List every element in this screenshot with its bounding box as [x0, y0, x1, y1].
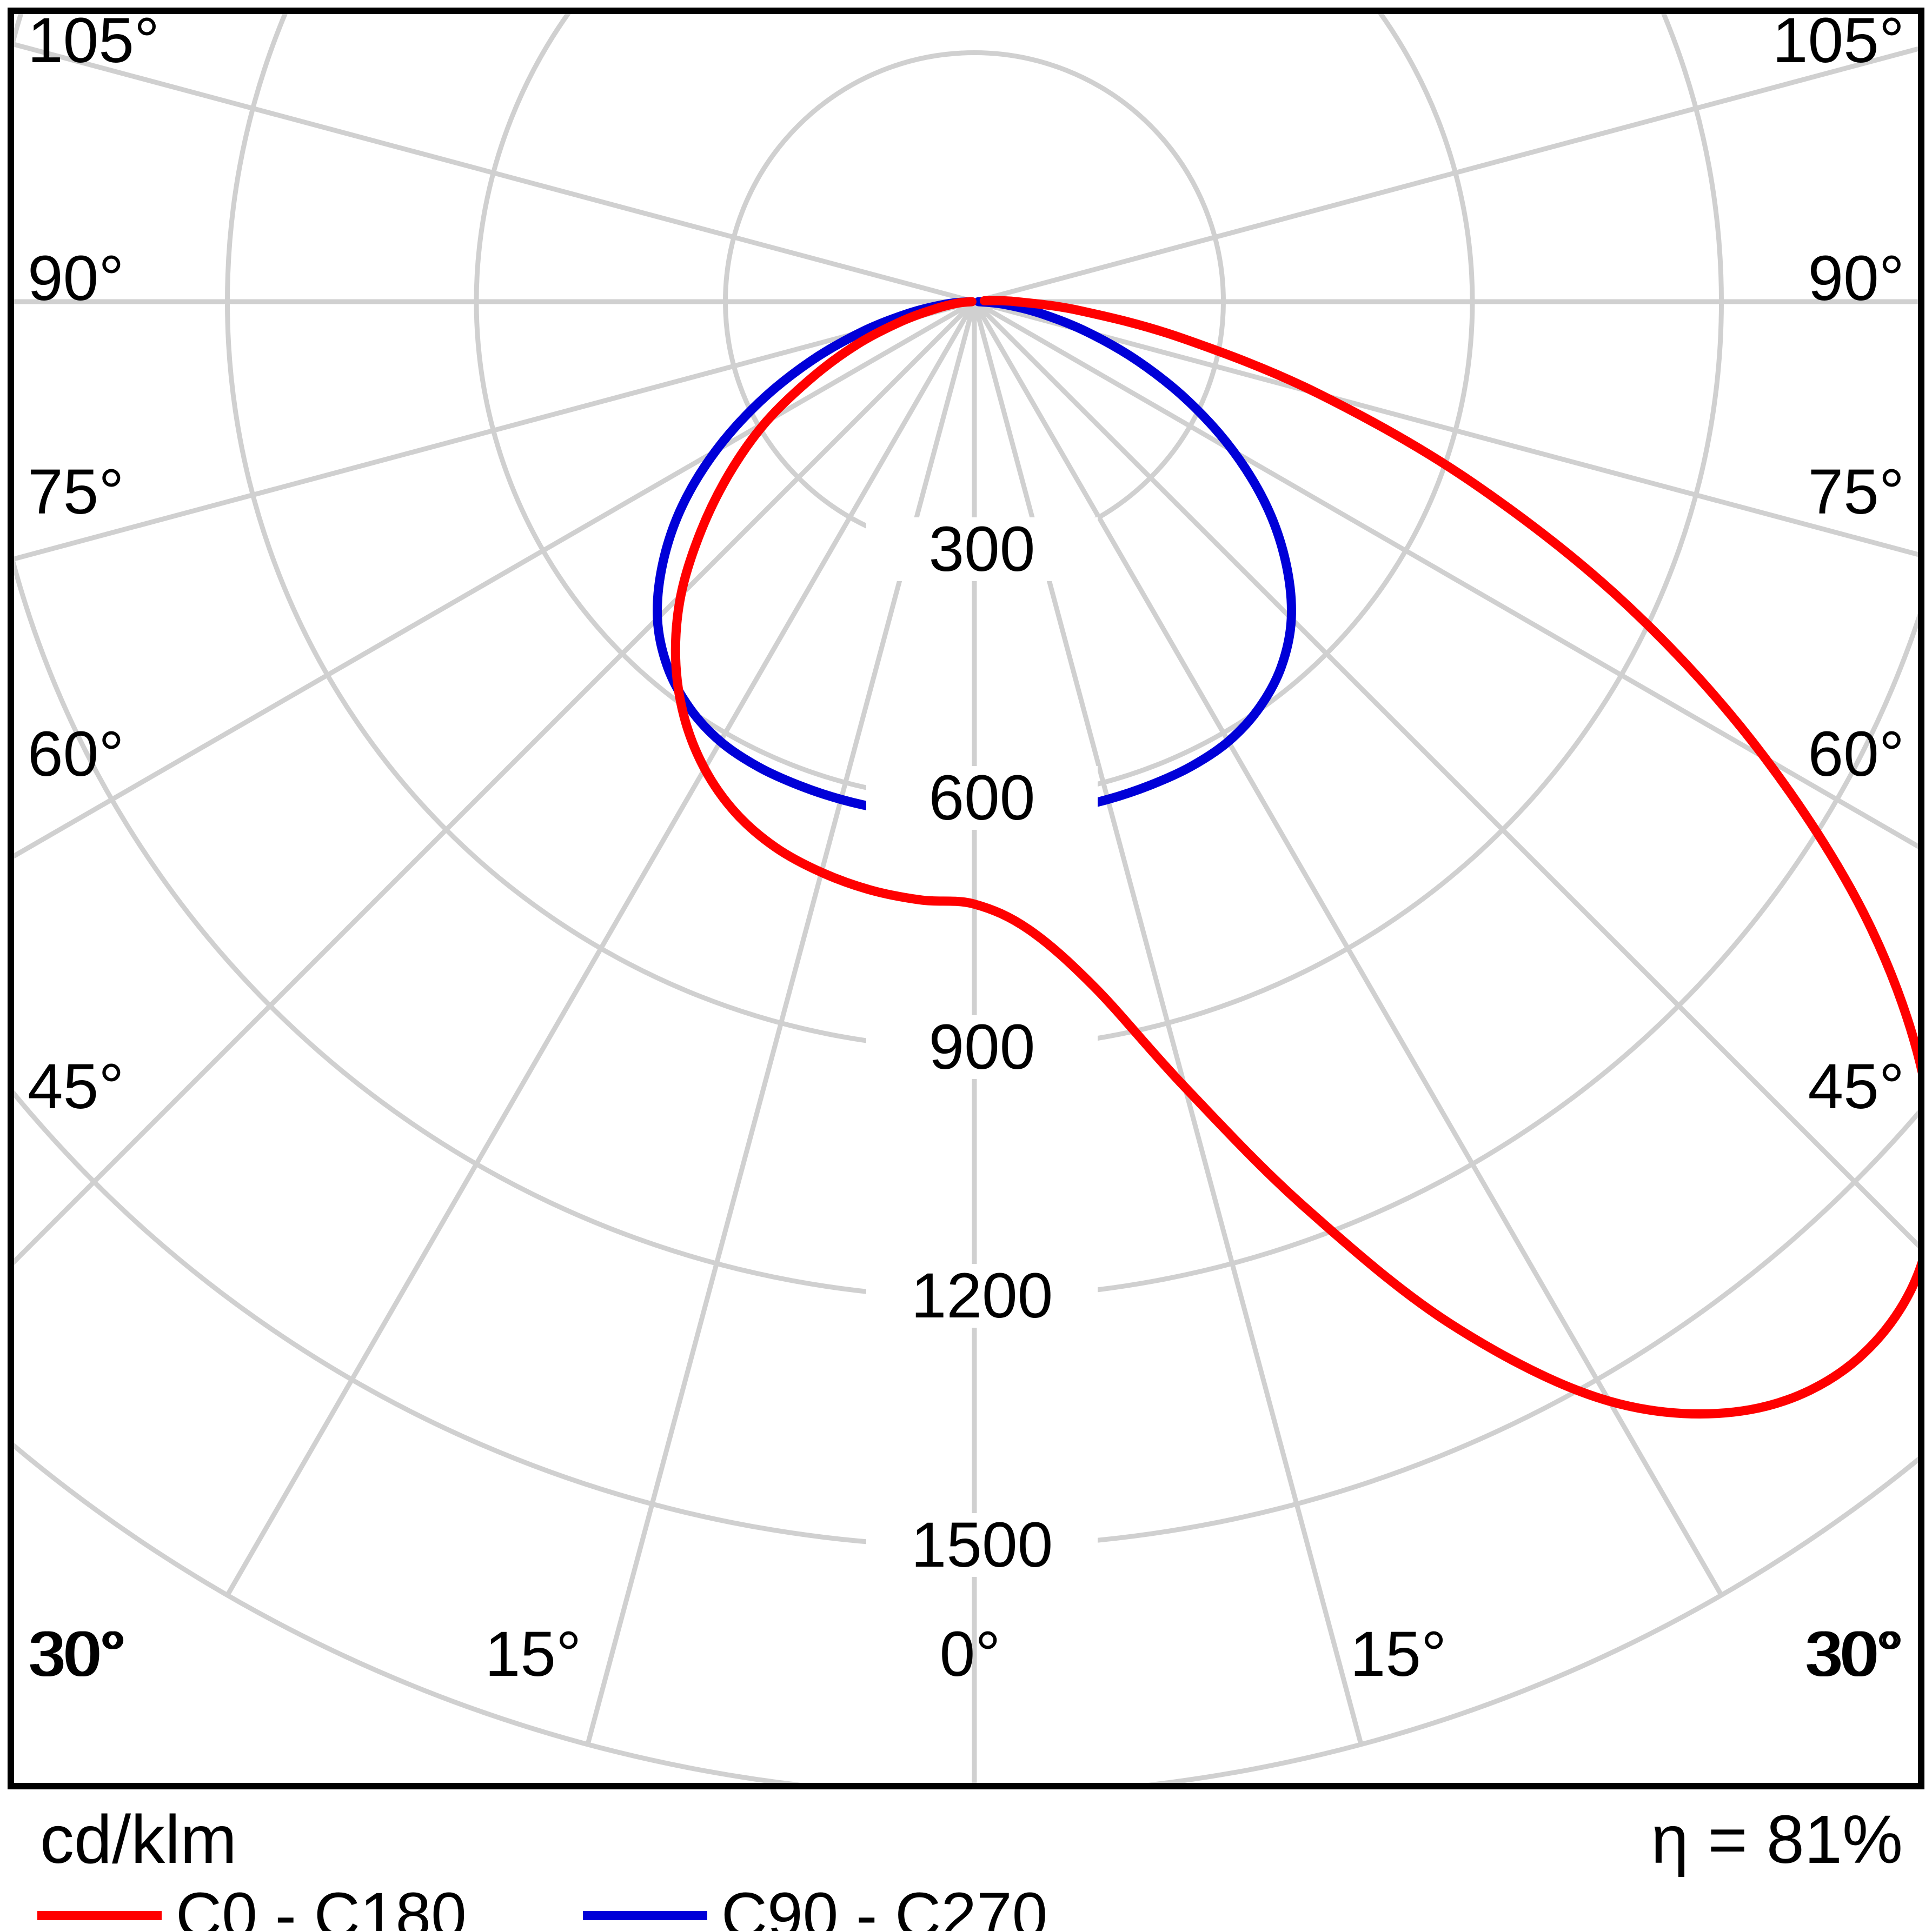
legend-item-c90-c270[interactable]: C90 - C270: [582, 1879, 1048, 1931]
legend-row: C0 - C180 C90 - C270: [37, 1879, 1047, 1931]
efficiency-label: η = 81%: [1651, 1801, 1903, 1877]
legend-label-c90-c270: C90 - C270: [721, 1880, 1048, 1931]
angle-label-bottom-15-left: 15°: [484, 1619, 582, 1690]
angle-label-left-90: 90°: [28, 243, 124, 314]
angle-label-bottom-0: 0°: [939, 1619, 1001, 1690]
angle-label-left-60: 60°: [28, 718, 124, 790]
series-curve-c0-c180: [670, 296, 1918, 1419]
radial-tick-label-300: 300: [866, 517, 1098, 581]
angle-label-bottom-30-right: 30°: [1804, 1619, 1901, 1690]
radial-tick-label-1500: 1500: [866, 1513, 1098, 1577]
unit-label: cd/klm: [40, 1801, 237, 1877]
angle-label-left-75: 75°: [28, 456, 124, 528]
legend-label-c0-c180: C0 - C180: [176, 1880, 467, 1931]
angle-label-right-105: 105°: [1772, 8, 1904, 76]
angle-label-left-30: 30°: [28, 1619, 124, 1690]
angle-label-left-105: 105°: [28, 8, 160, 76]
angle-label-right-90: 90°: [1808, 243, 1904, 314]
legend-area: cd/klm η = 81% C0 - C180 C90 - C270: [8, 1795, 1924, 1931]
radial-tick-label-1200: 1200: [866, 1264, 1098, 1328]
legend-swatch-blue-icon: [582, 1910, 707, 1920]
legend-item-c0-c180[interactable]: C0 - C180: [37, 1879, 467, 1931]
angle-label-right-75: 75°: [1808, 456, 1904, 528]
angle-label-right-30: 30°: [1808, 1619, 1904, 1690]
legend-swatch-red-icon: [37, 1910, 162, 1920]
angle-label-right-60: 60°: [1808, 718, 1904, 790]
angle-label-bottom-30-left: 30°: [30, 1619, 128, 1690]
angle-label-right-45: 45°: [1808, 1051, 1904, 1122]
plot-frame: 105° 90° 75° 60° 45° 30° 105° 90° 75° 60…: [8, 8, 1924, 1789]
angle-label-bottom-15-right: 15°: [1350, 1619, 1447, 1690]
radial-tick-label-900: 900: [866, 1015, 1098, 1079]
radial-tick-label-600: 600: [866, 766, 1098, 830]
angle-label-left-45: 45°: [28, 1051, 124, 1122]
